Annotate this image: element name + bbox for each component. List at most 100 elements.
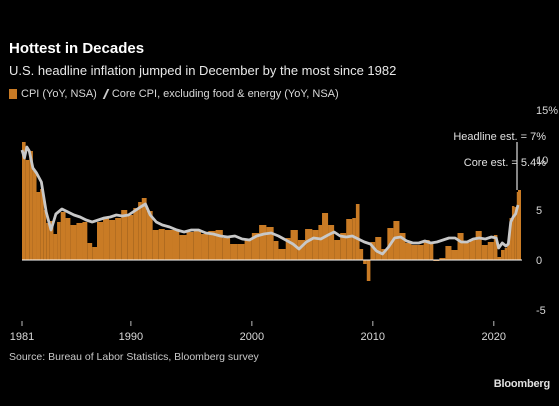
cpi-bar bbox=[141, 198, 147, 260]
y-tick-label: 15% bbox=[536, 105, 558, 117]
cpi-bar bbox=[507, 243, 510, 260]
cpi-bar bbox=[25, 160, 30, 260]
cpi-bar bbox=[127, 215, 134, 260]
cpi-bar bbox=[363, 260, 367, 264]
cpi-bar bbox=[164, 230, 173, 260]
cpi-bar bbox=[121, 210, 128, 260]
x-tick-label: 2020 bbox=[482, 331, 506, 343]
cpi-bar bbox=[423, 240, 430, 260]
cpi-bar bbox=[318, 225, 323, 260]
chart-legend: CPI (YoY, NSA) Core CPI, excluding food … bbox=[9, 88, 339, 100]
y-tick-label: 10 bbox=[536, 155, 548, 167]
cpi-bar bbox=[49, 221, 54, 260]
cpi-bar bbox=[366, 260, 371, 281]
cpi-bar bbox=[352, 218, 356, 260]
cpi-bar bbox=[215, 230, 223, 260]
cpi-legend-label: CPI (YoY, NSA) bbox=[21, 88, 97, 100]
cpi-bar bbox=[251, 233, 260, 260]
x-tick-label: 1990 bbox=[119, 331, 143, 343]
cpi-bar bbox=[43, 210, 47, 260]
cpi-bar bbox=[359, 249, 364, 260]
cpi-bar bbox=[92, 247, 98, 260]
cpi-bar bbox=[87, 243, 93, 260]
cpi-bar bbox=[65, 218, 71, 260]
cpi-bar bbox=[469, 239, 476, 260]
cpi-bar bbox=[278, 249, 286, 260]
cpi-bar bbox=[115, 218, 122, 260]
cpi-bar bbox=[230, 244, 238, 260]
cpi-bar bbox=[266, 227, 274, 260]
cpi-bar bbox=[346, 219, 353, 260]
y-tick-label: 5 bbox=[536, 205, 542, 217]
cpi-bar bbox=[152, 230, 159, 260]
cpi-bar bbox=[244, 239, 252, 260]
cpi-bar bbox=[133, 208, 139, 260]
cpi-bar bbox=[518, 190, 521, 260]
cpi-bar bbox=[82, 222, 88, 260]
cpi-bar bbox=[445, 246, 452, 260]
x-tick-label: 2000 bbox=[240, 331, 264, 343]
core-estimate-label: Core est. = 5.4% bbox=[464, 157, 546, 169]
cpi-bar bbox=[40, 189, 44, 260]
cpi-bar bbox=[463, 243, 470, 260]
cpi-bar bbox=[297, 240, 306, 260]
y-tick-label: 0 bbox=[536, 255, 542, 267]
cpi-bar bbox=[36, 192, 41, 260]
cpi-bar bbox=[516, 192, 518, 260]
chart-subtitle: U.S. headline inflation jumped in Decemb… bbox=[9, 63, 397, 78]
cpi-bar bbox=[493, 235, 498, 260]
cpi-bar bbox=[273, 241, 279, 260]
cpi-bar bbox=[109, 220, 116, 260]
cpi-bar bbox=[411, 245, 418, 260]
cpi-bar bbox=[514, 207, 517, 260]
chart-title: Hottest in Decades bbox=[9, 40, 145, 57]
cpi-bar bbox=[32, 171, 37, 260]
cpi-bar bbox=[405, 243, 412, 260]
cpi-bar bbox=[179, 235, 187, 260]
core-legend-label: Core CPI, excluding food & energy (YoY, … bbox=[111, 88, 339, 100]
cpi-bar bbox=[475, 231, 482, 260]
headline-estimate-label: Headline est. = 7% bbox=[453, 131, 546, 143]
cpi-bar bbox=[340, 233, 347, 260]
cpi-bar bbox=[487, 242, 494, 260]
core-cpi-line bbox=[20, 145, 520, 256]
cpi-bar bbox=[222, 238, 231, 260]
cpi-bar bbox=[285, 238, 291, 260]
cpi-bar bbox=[60, 212, 66, 260]
cpi-bar bbox=[259, 225, 267, 260]
cpi-bar bbox=[355, 204, 360, 260]
cpi-bar bbox=[509, 218, 512, 260]
cpi-bar bbox=[501, 250, 505, 260]
cpi-bar bbox=[22, 142, 26, 260]
cpi-bar bbox=[57, 222, 61, 260]
cpi-bar bbox=[146, 211, 153, 260]
cpi-bar bbox=[237, 244, 245, 260]
x-tick-label: 1981 bbox=[10, 331, 34, 343]
core-cpi-line-group bbox=[20, 145, 520, 256]
cpi-bar bbox=[158, 229, 165, 260]
cpi-bar bbox=[451, 250, 458, 260]
cpi-bar bbox=[370, 242, 376, 260]
cpi-bar bbox=[429, 243, 434, 260]
x-tick-label: 2010 bbox=[361, 331, 385, 343]
chart-annotations: Headline est. = 7% Core est. = 5.4% bbox=[453, 131, 546, 190]
cpi-bar bbox=[481, 245, 488, 260]
cpi-legend-swatch bbox=[9, 89, 17, 99]
cpi-bar bbox=[29, 151, 33, 260]
cpi-bar bbox=[103, 218, 110, 260]
cpi-bar bbox=[305, 229, 313, 260]
cpi-bar bbox=[375, 237, 382, 260]
cpi-bar bbox=[97, 222, 104, 260]
source-note: Source: Bureau of Labor Statistics, Bloo… bbox=[9, 351, 259, 363]
bloomberg-logo: Bloomberg bbox=[493, 378, 550, 390]
cpi-bar bbox=[393, 221, 400, 260]
cpi-bars bbox=[22, 142, 521, 281]
chart-axes: -5 0 5 10 15% 1981 1990 2000 2010 2020 bbox=[10, 105, 558, 343]
cpi-bar bbox=[138, 202, 142, 260]
cpi-bar bbox=[504, 248, 508, 260]
cpi-bar bbox=[53, 234, 58, 260]
cpi-bar bbox=[46, 223, 50, 260]
cpi-bar bbox=[70, 225, 77, 260]
cpi-bar bbox=[208, 231, 216, 260]
cpi-bar bbox=[399, 233, 406, 260]
